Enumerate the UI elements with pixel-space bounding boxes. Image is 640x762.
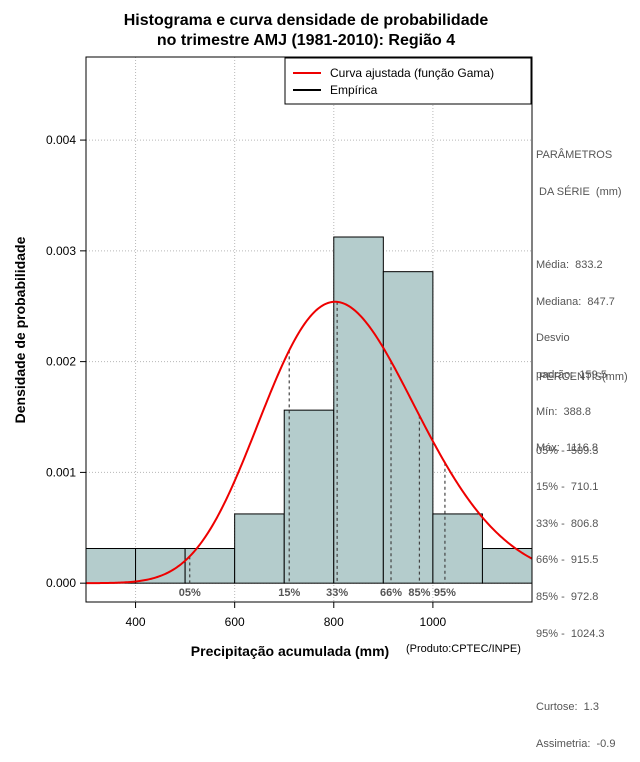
histogram-bar	[283, 409, 335, 584]
histogram-bar	[432, 513, 483, 584]
legend-label-empirical: Empírica	[330, 83, 378, 97]
percentile-95: 95% - 1024.3	[536, 627, 605, 640]
percentile-33: 33% - 806.8	[536, 517, 599, 530]
y-tick-label: 0.003	[46, 244, 76, 258]
param-media: Média: 833.2	[536, 259, 603, 272]
plot-frame	[85, 56, 533, 603]
param-desvio-label: Desvio	[536, 332, 570, 345]
stat-assimetria: Assimetria: -0.9	[536, 737, 616, 750]
percentile-05: 05% - 509.3	[536, 444, 599, 457]
percentile-85: 85% - 972.8	[536, 591, 599, 604]
y-tick-label: 0.002	[46, 355, 76, 369]
histogram-bar	[135, 547, 186, 584]
gamma-fit-curve	[85, 300, 533, 585]
percentile-label: 85%	[408, 587, 430, 599]
chart-title-line-1: Histograma e curva densidade de probabil…	[124, 12, 489, 29]
credit-label: (Produto:CPTEC/INPE)	[406, 643, 521, 655]
parameters-heading: PARÂMETROS	[536, 149, 613, 162]
y-axis-label: Densidade de probabilidade	[12, 236, 28, 423]
histogram-bars	[85, 236, 533, 584]
legend-label-fit: Curva ajustada (função Gama)	[330, 66, 494, 80]
histogram-bar	[184, 547, 236, 584]
y-tick-label: 0.001	[46, 465, 76, 479]
histogram-bar	[333, 236, 384, 584]
param-min: Mín: 388.8	[536, 405, 592, 418]
legend: Curva ajustada (função Gama) Empírica	[284, 57, 532, 105]
parameters-subheading: DA SÉRIE (mm)	[536, 186, 622, 199]
x-tick-label: 400	[126, 615, 146, 629]
stat-curtose: Curtose: 1.3	[536, 700, 599, 713]
x-tick-label: 800	[324, 615, 344, 629]
percentile-label: 15%	[278, 587, 300, 599]
spacer	[536, 223, 622, 235]
percentiles-heading: PERCENTIS(mm)	[536, 371, 628, 384]
chart-title-line-2: no trimestre AMJ (1981-2010): Região 4	[157, 32, 455, 49]
param-desvio-value: padrão: 159.5	[536, 369, 607, 382]
legend-box	[284, 57, 532, 105]
parameters-panel: PARÂMETROS DA SÉRIE (mm) Média: 833.2 Me…	[536, 125, 622, 467]
param-mediana: Mediana: 847.7	[536, 295, 615, 308]
percentile-label: 95%	[434, 587, 456, 599]
percentile-lines: 05% 15% 33% 66% 85% 95%	[179, 301, 456, 599]
spacer	[536, 664, 628, 676]
percentile-label: 33%	[326, 587, 348, 599]
percentile-label: 66%	[380, 587, 402, 599]
axes: 400 600 800 1000 0.000 0.001 0.002 0.003 0.004	[46, 133, 447, 629]
x-tick-label: 1000	[420, 615, 447, 629]
percentile-15: 15% - 710.1	[536, 481, 599, 494]
percentile-66: 66% - 915.5	[536, 554, 599, 567]
histogram-bar	[234, 513, 285, 584]
spacer	[536, 408, 628, 420]
histogram-bar	[85, 547, 137, 584]
x-tick-label: 600	[225, 615, 245, 629]
param-max: Máx: 1116.8	[536, 442, 598, 455]
y-tick-label: 0.004	[46, 133, 76, 147]
percentile-label: 05%	[179, 587, 201, 599]
histogram-chart: 05% 15% 33% 66% 85% 95% 400 600 800 1000 0.000 0.0…	[12, 12, 533, 659]
x-axis-label: Precipitação acumulada (mm)	[191, 643, 389, 659]
percentiles-panel: PERCENTIS(mm) 05% - 509.3 15% - 710.1 33…	[536, 347, 628, 762]
y-tick-label: 0.000	[46, 576, 76, 590]
